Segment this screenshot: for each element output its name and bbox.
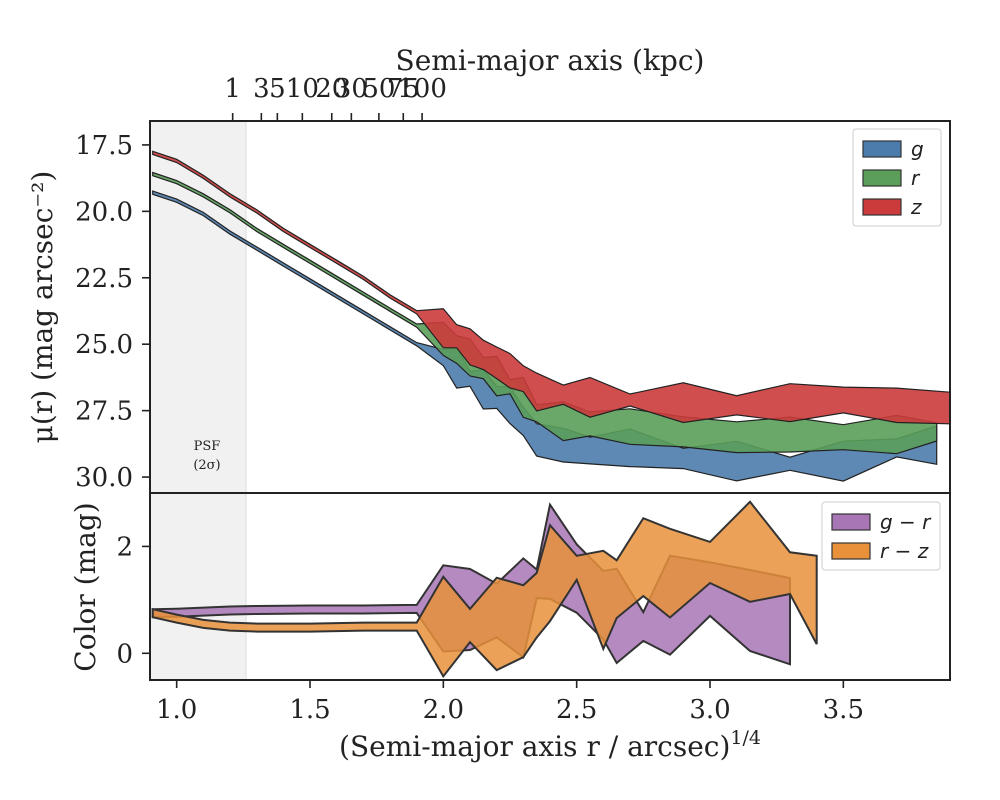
lower-y-tick-label: 2 xyxy=(116,532,133,562)
legend-swatch xyxy=(862,140,902,158)
band-g-series xyxy=(152,190,938,482)
psf-shade-region xyxy=(149,120,247,494)
legend-swatch xyxy=(862,198,902,216)
psf-sigma-label: (2σ) xyxy=(193,458,220,473)
top-x-tick-label: 1 xyxy=(224,74,241,104)
upper-y-axis-label: μ(r) (mag arcsec⁻²) xyxy=(26,171,59,444)
lower-x-tick-label: 2.5 xyxy=(556,695,597,725)
lower-y-axis-label: Color (mag) xyxy=(69,502,102,671)
legend-label: r xyxy=(911,166,921,190)
top-x-tick-label: 20 xyxy=(315,74,348,104)
lower-x-tick-label: 1.0 xyxy=(156,695,197,725)
surface-brightness-series xyxy=(152,150,950,482)
top-x-tick-label: 10 xyxy=(286,74,319,104)
band-z-series xyxy=(152,150,950,425)
top-x-tick-label: 50 xyxy=(362,74,395,104)
upper-y-tick-label: 20.0 xyxy=(75,197,133,227)
legend-swatch xyxy=(831,542,871,560)
band-r-series xyxy=(152,171,938,455)
lower-x-tick-label: 3.0 xyxy=(689,695,730,725)
upper-y-tick-label: 27.5 xyxy=(75,397,133,427)
lower-x-tick-label: 1.5 xyxy=(289,695,330,725)
color-band-series-1 xyxy=(151,500,818,679)
top-x-tick-label: 5 xyxy=(269,74,286,104)
legend-swatch xyxy=(862,169,902,187)
lower-y-ticks: 02 xyxy=(116,532,150,669)
upper-y-tick-label: 17.5 xyxy=(75,131,133,161)
color-panel: 02 1.0 1.5 2.0 2.5 3.0 3.5 Color (mag) (Semi-… xyxy=(69,492,951,763)
top-x-tick-label: 75 xyxy=(387,74,420,104)
legend-label: g − r xyxy=(880,510,932,534)
top-x-tick-label: 30 xyxy=(335,74,368,104)
legend-swatch xyxy=(831,513,871,531)
psf-shade-region-lower xyxy=(149,492,247,681)
upper-y-tick-label: 25.0 xyxy=(75,330,133,360)
lower-x-tick-label: 3.5 xyxy=(823,695,864,725)
lower-panel-frame xyxy=(149,492,951,681)
legend-label: g xyxy=(911,137,924,161)
legend-label: z xyxy=(910,195,922,219)
upper-y-ticks: 17.5 20.0 22.5 25.0 27.5 30.0 xyxy=(75,131,150,493)
legend-label: r − z xyxy=(880,539,929,563)
surface-brightness-panel: PSF (2σ) 17.5 20.0 22.5 25.0 27.5 30.0 μ(r) (… xyxy=(26,120,951,494)
top-x-tick-label: 3 xyxy=(253,74,270,104)
lower-x-axis-label: (Semi-major axis r / arcsec)1/4 xyxy=(339,727,761,763)
lower-x-tick-label: 2.0 xyxy=(423,695,464,725)
top-x-axis-label: Semi-major axis (kpc) xyxy=(396,44,705,77)
upper-y-tick-label: 22.5 xyxy=(75,264,133,294)
color-band-series-0 xyxy=(151,502,791,666)
top-x-tick-label: 100 xyxy=(397,74,447,104)
psf-label: PSF xyxy=(194,439,221,454)
upper-y-tick-label: 30.0 xyxy=(75,463,133,493)
color-series xyxy=(151,500,818,679)
lower-legend: g − r r − z xyxy=(821,501,941,571)
lower-x-ticks: 1.0 1.5 2.0 2.5 3.0 3.5 xyxy=(156,680,864,725)
upper-legend: grz xyxy=(852,128,942,227)
lower-y-tick-label: 0 xyxy=(116,639,133,669)
